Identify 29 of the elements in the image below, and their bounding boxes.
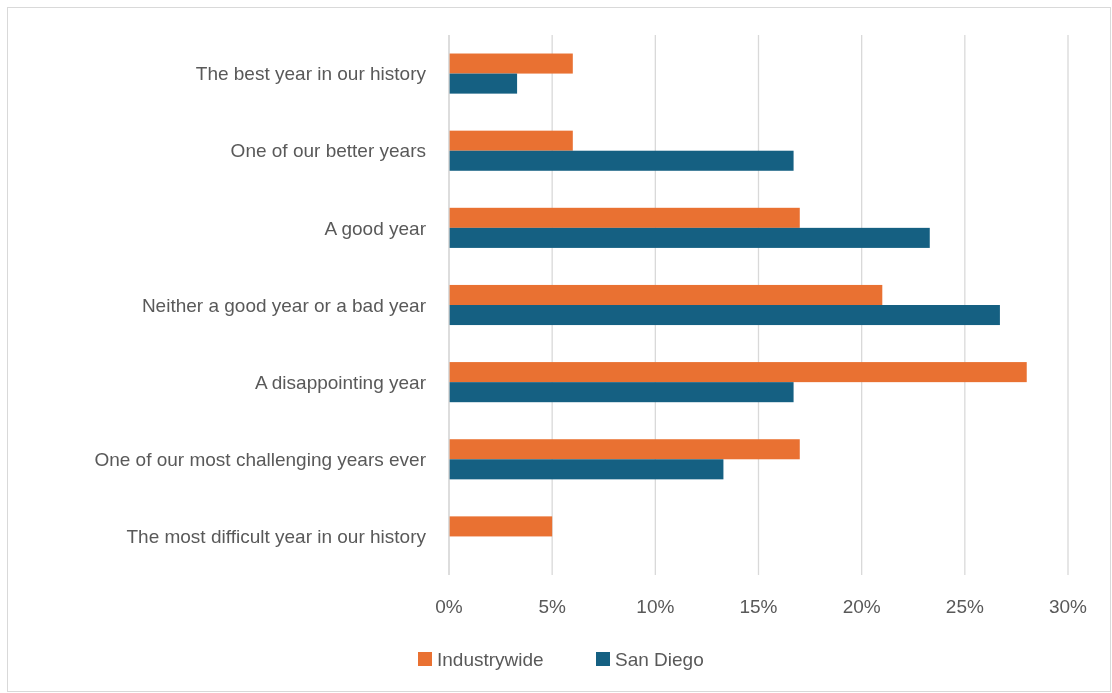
x-tick-label: 30%	[1048, 595, 1088, 617]
x-tick-label: 15%	[739, 595, 778, 617]
bar	[449, 305, 1000, 326]
bar	[449, 227, 930, 248]
legend-label: San Diego	[615, 648, 704, 670]
bar	[449, 516, 553, 537]
bar	[449, 362, 1027, 383]
bar	[449, 284, 883, 305]
bar	[449, 130, 573, 151]
x-tick-label: 25%	[945, 595, 984, 617]
bar	[449, 150, 794, 171]
y-tick-label: A good year	[324, 217, 427, 239]
y-tick-label: The most difficult year in our history	[126, 526, 427, 548]
y-tick-label: The best year in our history	[195, 63, 427, 85]
x-tick-label: 10%	[636, 595, 675, 617]
x-tick-label: 0%	[435, 595, 463, 617]
bar	[449, 459, 724, 480]
y-tick-label: A disappointing year	[254, 371, 427, 393]
x-tick-label: 20%	[842, 595, 881, 617]
legend-label: Industrywide	[437, 648, 544, 670]
bar	[449, 207, 800, 228]
y-tick-label: Neither a good year or a bad year	[141, 294, 427, 316]
bar	[449, 53, 573, 74]
y-tick-label: One of our better years	[230, 140, 426, 162]
x-tick-label: 5%	[538, 595, 566, 617]
y-tick-label: One of our most challenging years ever	[94, 448, 427, 470]
bar	[449, 439, 800, 460]
bar	[449, 73, 518, 94]
bar	[449, 382, 794, 403]
